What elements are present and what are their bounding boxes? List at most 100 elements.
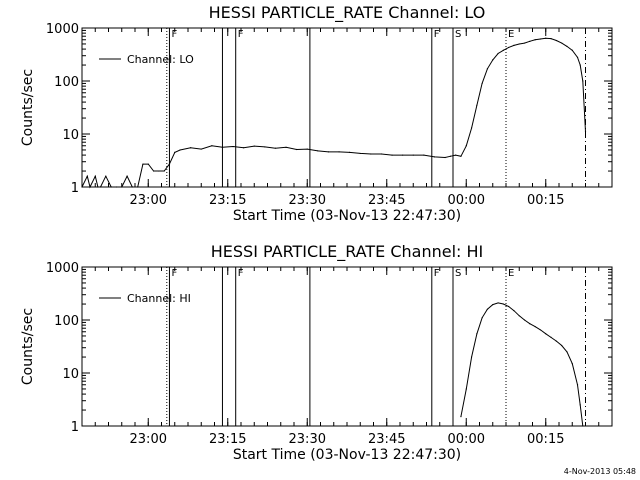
chart-title-1: HESSI PARTICLE_RATE Channel: LO — [209, 3, 486, 23]
data-point-1 — [131, 186, 133, 188]
data-point-1 — [158, 170, 160, 172]
data-point-2 — [476, 333, 478, 335]
data-point-2 — [486, 308, 489, 310]
data-point-2 — [513, 310, 515, 312]
x-axis-label-2: Start Time (03-Nov-13 22:47:30) — [233, 447, 461, 463]
data-point-1 — [317, 150, 319, 152]
legend-label-1: Channel: LO — [127, 53, 194, 66]
data-point-1 — [253, 145, 255, 147]
data-point-2 — [571, 363, 573, 365]
data-point-1 — [147, 163, 149, 165]
data-point-1 — [523, 42, 526, 44]
y-tick-label-1: 100 — [54, 75, 79, 90]
data-point-2 — [534, 326, 536, 328]
data-point-1 — [264, 146, 266, 148]
x-tick-label-2: 00:00 — [448, 432, 485, 447]
data-point-2 — [550, 336, 552, 338]
data-point-1 — [412, 154, 414, 156]
data-point-1 — [243, 147, 245, 149]
data-point-1 — [89, 186, 91, 188]
data-point-1 — [338, 151, 340, 153]
event-marker-label-1: F — [434, 29, 440, 40]
x-tick-label-1: 23:00 — [130, 193, 167, 208]
data-point-1 — [86, 175, 88, 177]
legend-label-2: Channel: HI — [127, 292, 191, 305]
data-point-2 — [460, 416, 462, 418]
plot-frame-1 — [81, 27, 613, 188]
data-point-1 — [285, 146, 287, 148]
data-point-1 — [571, 49, 573, 51]
data-point-1 — [576, 56, 579, 58]
data-point-1 — [370, 153, 372, 155]
data-point-1 — [492, 59, 494, 61]
data-point-1 — [579, 64, 581, 66]
event-marker-label-2: F — [171, 268, 177, 279]
data-point-1 — [502, 49, 504, 51]
data-point-1 — [534, 39, 536, 41]
y-tick-label-2: 1000 — [46, 261, 79, 276]
data-point-1 — [221, 146, 224, 148]
data-point-1 — [110, 186, 112, 188]
data-point-1 — [460, 155, 462, 157]
data-point-1 — [99, 186, 102, 188]
event-marker-label-1: S — [455, 29, 461, 40]
data-point-1 — [555, 39, 557, 42]
data-point-1 — [497, 52, 499, 55]
data-point-2 — [529, 323, 531, 325]
data-point-2 — [518, 315, 520, 317]
data-point-2 — [579, 404, 581, 406]
data-point-2 — [582, 425, 584, 427]
data-point-1 — [137, 186, 139, 188]
data-point-1 — [327, 151, 330, 153]
y-tick-label-1: 10 — [62, 128, 79, 143]
x-tick-label-1: 23:15 — [209, 193, 246, 208]
data-point-1 — [200, 148, 202, 150]
data-point-1 — [380, 153, 383, 155]
data-point-1 — [163, 170, 165, 172]
data-point-1 — [423, 154, 425, 156]
data-point-1 — [142, 163, 144, 165]
data-point-2 — [523, 319, 526, 321]
data-point-1 — [481, 82, 483, 85]
x-axis-label-1: Start Time (03-Nov-13 22:47:30) — [233, 208, 461, 224]
y-tick-label-2: 10 — [62, 367, 79, 382]
data-point-1 — [296, 148, 298, 151]
data-point-1 — [433, 156, 436, 158]
data-point-1 — [486, 68, 489, 70]
data-point-2 — [539, 329, 542, 331]
data-point-1 — [455, 154, 457, 156]
data-point-1 — [465, 145, 467, 147]
data-point-1 — [449, 155, 451, 157]
plot-frame-2 — [81, 266, 613, 427]
data-point-1 — [115, 186, 118, 188]
x-tick-label-2: 23:15 — [209, 432, 246, 447]
data-point-1 — [529, 40, 531, 42]
data-point-2 — [545, 333, 547, 335]
data-point-1 — [349, 151, 351, 153]
data-point-1 — [470, 127, 473, 129]
data-point-1 — [550, 38, 552, 40]
x-tick-label-2: 23:45 — [368, 432, 405, 447]
data-point-1 — [179, 149, 181, 151]
data-point-1 — [566, 45, 568, 47]
data-point-2 — [470, 356, 473, 358]
y-tick-label-1: 1 — [71, 181, 79, 196]
event-marker-label-1: F — [238, 29, 244, 40]
data-point-1 — [518, 43, 520, 45]
y-tick-label-1: 1000 — [46, 22, 79, 37]
data-point-1 — [81, 186, 83, 188]
chart-title-2: HESSI PARTICLE_RATE Channel: HI — [211, 242, 484, 262]
footer-timestamp: 4-Nov-2013 05:48 — [564, 467, 636, 476]
y-tick-label-2: 100 — [54, 314, 79, 329]
data-point-2 — [492, 304, 494, 306]
event-marker-label-2: E — [508, 268, 514, 279]
data-point-1 — [274, 147, 277, 149]
data-point-1 — [174, 151, 176, 153]
x-tick-label-2: 23:30 — [289, 432, 326, 447]
x-tick-label-2: 23:00 — [130, 432, 167, 447]
data-point-1 — [105, 175, 107, 177]
data-point-1 — [121, 186, 123, 188]
data-point-1 — [545, 37, 547, 39]
data-point-2 — [497, 302, 499, 304]
data-point-2 — [502, 303, 504, 305]
